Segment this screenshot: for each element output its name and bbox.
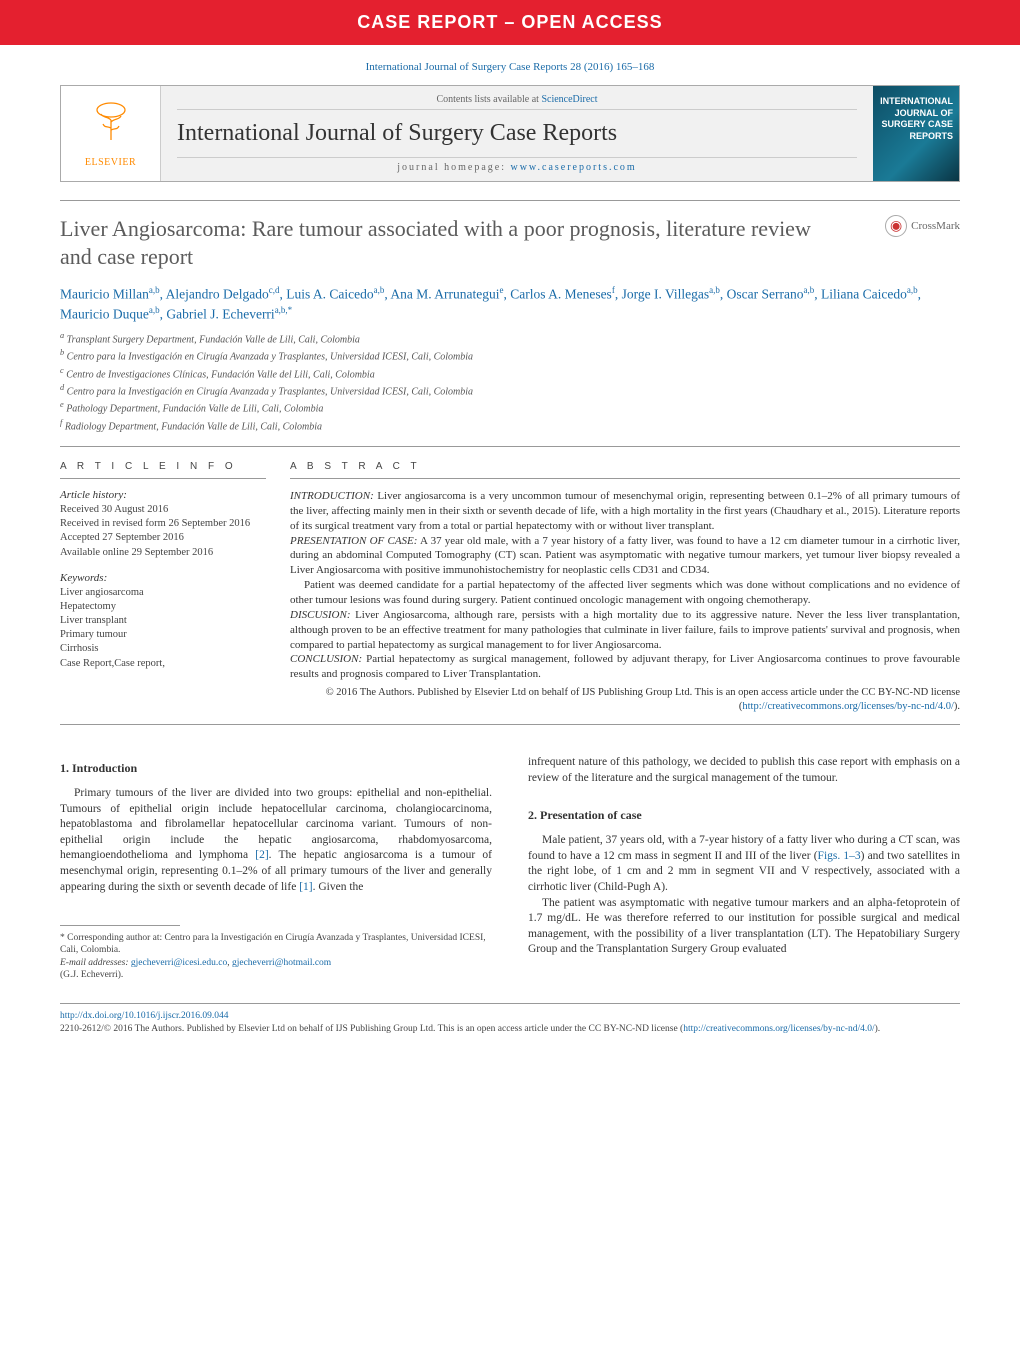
issn-copyright: 2210-2612/© 2016 The Authors. Published … — [60, 1024, 683, 1034]
history-accepted: Accepted 27 September 2016 — [60, 531, 266, 545]
affiliation: e Pathology Department, Fundación Valle … — [60, 399, 960, 416]
ref-2-link[interactable]: [2] — [255, 849, 268, 861]
doi-link[interactable]: http://dx.doi.org/10.1016/j.ijscr.2016.0… — [60, 1011, 228, 1021]
right-column: infrequent nature of this pathology, we … — [528, 755, 960, 981]
affiliation: f Radiology Department, Fundación Valle … — [60, 417, 960, 434]
article-info-label: A R T I C L E I N F O — [60, 461, 266, 479]
journal-header: ELSEVIER Contents lists available at Sci… — [60, 85, 960, 182]
corresponding-author-note: * Corresponding author at: Centro para l… — [60, 932, 492, 957]
section-2-heading: 2. Presentation of case — [528, 808, 960, 823]
abstract-discusion: DISCUSION: Liver Angiosarcoma, although … — [290, 608, 960, 653]
abstract-conclusion: CONCLUSION: Partial hepatectomy as surgi… — [290, 652, 960, 682]
crossmark-icon: ◉ — [885, 215, 907, 237]
affiliation: b Centro para la Investigación en Cirugí… — [60, 347, 960, 364]
intro-para-1: Primary tumours of the liver are divided… — [60, 786, 492, 895]
article-title: Liver Angiosarcoma: Rare tumour associat… — [60, 215, 820, 270]
affiliation: a Transplant Surgery Department, Fundaci… — [60, 330, 960, 347]
affiliation: d Centro para la Investigación en Cirugí… — [60, 382, 960, 399]
case-para-2: The patient was asymptomatic with negati… — [528, 896, 960, 958]
contents-prefix: Contents lists available at — [436, 94, 541, 105]
abstract-column: A B S T R A C T INTRODUCTION: Liver angi… — [290, 461, 960, 714]
article-meta-row: A R T I C L E I N F O Article history: R… — [60, 446, 960, 725]
page-footer: http://dx.doi.org/10.1016/j.ijscr.2016.0… — [60, 1003, 960, 1036]
journal-title: International Journal of Surgery Case Re… — [177, 116, 857, 151]
history-received: Received 30 August 2016 — [60, 503, 266, 517]
history-online: Available online 29 September 2016 — [60, 546, 266, 560]
email-addresses: E-mail addresses: gjecheverri@icesi.edu.… — [60, 957, 492, 969]
abstract-copyright: © 2016 The Authors. Published by Elsevie… — [290, 686, 960, 714]
keyword: Case Report,Case report, — [60, 657, 266, 671]
keyword: Primary tumour — [60, 628, 266, 642]
ref-1-link[interactable]: [1] — [299, 881, 312, 893]
authors-list: Mauricio Millana,b, Alejandro Delgadoc,d… — [60, 284, 960, 324]
email-link-1[interactable]: gjecheverri@icesi.edu.co — [131, 958, 227, 968]
keyword: Hepatectomy — [60, 600, 266, 614]
homepage-link[interactable]: www.casereports.com — [510, 162, 636, 173]
email-link-2[interactable]: gjecheverri@hotmail.com — [232, 958, 331, 968]
abstract-presentation-cont: Patient was deemed candidate for a parti… — [290, 578, 960, 608]
crossmark-badge[interactable]: ◉ CrossMark — [885, 215, 960, 237]
citation-line: International Journal of Surgery Case Re… — [0, 45, 1020, 85]
article-header: ◉ CrossMark Liver Angiosarcoma: Rare tum… — [60, 200, 960, 434]
body-columns: 1. Introduction Primary tumours of the l… — [60, 755, 960, 981]
crossmark-label: CrossMark — [911, 220, 960, 232]
figs-1-3-link[interactable]: Figs. 1–3 — [818, 850, 861, 862]
keywords-list: Liver angiosarcomaHepatectomyLiver trans… — [60, 586, 266, 671]
abstract-introduction: INTRODUCTION: Liver angiosarcoma is a ve… — [290, 489, 960, 534]
article-history-label: Article history: — [60, 489, 266, 501]
intro-para-2: infrequent nature of this pathology, we … — [528, 755, 960, 786]
email-owner: (G.J. Echeverri). — [60, 969, 492, 981]
abstract-presentation: PRESENTATION OF CASE: A 37 year old male… — [290, 534, 960, 579]
publisher-name: ELSEVIER — [85, 157, 136, 168]
contents-line: Contents lists available at ScienceDirec… — [177, 94, 857, 110]
cc-license-link[interactable]: http://creativecommons.org/licenses/by-n… — [742, 701, 954, 712]
open-access-banner: CASE REPORT – OPEN ACCESS — [0, 0, 1020, 45]
left-column: 1. Introduction Primary tumours of the l… — [60, 755, 492, 981]
publisher-logo: ELSEVIER — [61, 86, 161, 181]
keyword: Liver transplant — [60, 614, 266, 628]
journal-cover-thumbnail: INTERNATIONAL JOURNAL OF SURGERY CASE RE… — [873, 86, 959, 181]
homepage-line: journal homepage: www.casereports.com — [177, 157, 857, 173]
keyword: Liver angiosarcoma — [60, 586, 266, 600]
affiliation: c Centro de Investigaciones Clínicas, Fu… — [60, 365, 960, 382]
sciencedirect-link[interactable]: ScienceDirect — [541, 94, 597, 105]
keywords-label: Keywords: — [60, 572, 266, 584]
homepage-prefix: journal homepage: — [397, 162, 510, 173]
journal-header-center: Contents lists available at ScienceDirec… — [161, 86, 873, 181]
article-info-column: A R T I C L E I N F O Article history: R… — [60, 461, 290, 714]
elsevier-tree-icon — [89, 100, 133, 153]
abstract-label: A B S T R A C T — [290, 461, 960, 479]
affiliations-list: a Transplant Surgery Department, Fundaci… — [60, 330, 960, 434]
section-1-heading: 1. Introduction — [60, 761, 492, 776]
keyword: Cirrhosis — [60, 642, 266, 656]
history-revised: Received in revised form 26 September 20… — [60, 517, 266, 531]
case-para-1: Male patient, 37 years old, with a 7-yea… — [528, 833, 960, 895]
footer-cc-link[interactable]: http://creativecommons.org/licenses/by-n… — [683, 1024, 874, 1034]
footnote-rule — [60, 925, 180, 926]
